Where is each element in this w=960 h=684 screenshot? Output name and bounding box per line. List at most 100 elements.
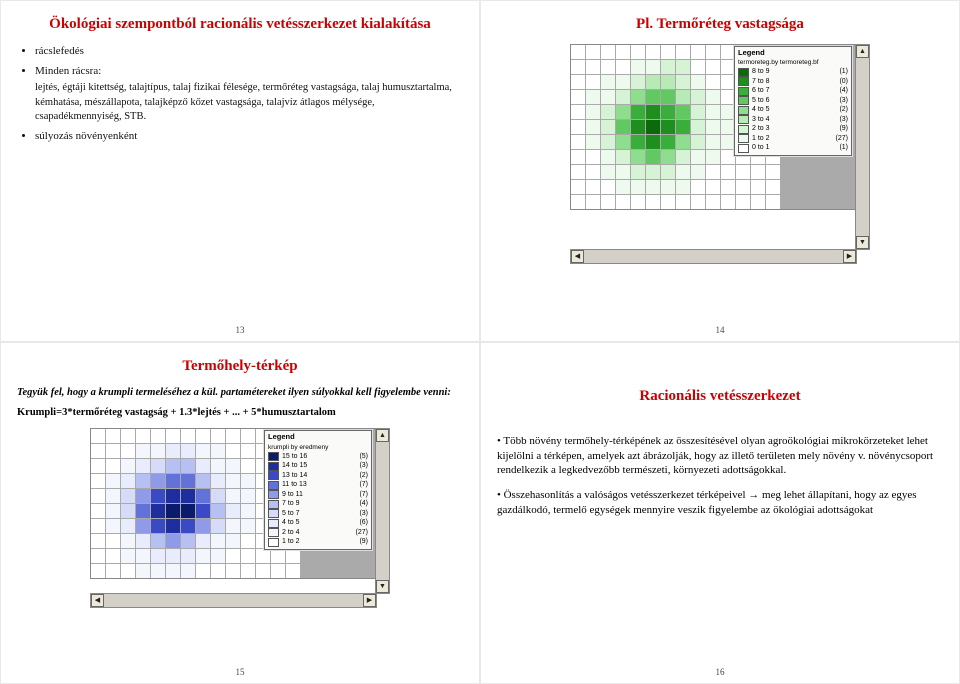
raster-cell	[706, 195, 720, 209]
raster-cell	[121, 519, 135, 533]
raster-cell	[586, 90, 600, 104]
raster-cell	[661, 105, 675, 119]
raster-cell	[601, 150, 615, 164]
raster-cell	[616, 180, 630, 194]
legend-count: (1)	[839, 144, 848, 152]
raster-cell	[151, 519, 165, 533]
raster-cell	[181, 429, 195, 443]
raster-cell	[106, 429, 120, 443]
raster-cell	[721, 105, 735, 119]
scroll-left-icon[interactable]: ◀	[91, 594, 104, 607]
raster-cell	[661, 150, 675, 164]
raster-cell	[211, 474, 225, 488]
raster-cell	[106, 519, 120, 533]
raster-cell	[661, 75, 675, 89]
raster-cell	[166, 474, 180, 488]
legend-count: (2)	[359, 472, 368, 480]
raster-cell	[631, 90, 645, 104]
raster-cell	[136, 564, 150, 578]
raster-cell	[706, 150, 720, 164]
legend-label: 13 to 14	[282, 472, 307, 480]
raster-cell	[601, 165, 615, 179]
legend-label: 7 to 9	[282, 500, 300, 508]
raster-cell	[106, 564, 120, 578]
legend-row: 2 to 4 (27)	[268, 528, 368, 537]
legend-row: 7 to 8(0)	[738, 77, 848, 86]
raster-cell	[166, 564, 180, 578]
raster-cell	[241, 429, 255, 443]
slide15-note: Tegyük fel, hogy a krumpli termeléséhez …	[17, 386, 463, 400]
raster-cell	[136, 429, 150, 443]
slide14-pagenum: 14	[716, 325, 725, 335]
raster-cell	[676, 135, 690, 149]
legend-swatch	[268, 528, 279, 537]
raster-cell	[721, 45, 735, 59]
raster-cell	[241, 504, 255, 518]
raster-cell	[766, 195, 780, 209]
raster-cell	[181, 444, 195, 458]
legend-count: (27)	[356, 529, 368, 537]
raster-cell	[736, 195, 750, 209]
raster-cell	[241, 534, 255, 548]
raster-cell	[226, 534, 240, 548]
raster-cell	[616, 75, 630, 89]
raster-cell	[751, 195, 765, 209]
scrollbar-vertical[interactable]: ▲ ▼	[375, 428, 390, 594]
legend-label: 2 to 4	[282, 529, 300, 537]
raster-cell	[181, 534, 195, 548]
raster-cell	[211, 459, 225, 473]
slide16-title: Racionális vetésszerkezet	[497, 387, 943, 406]
scroll-left-icon[interactable]: ◀	[571, 250, 584, 263]
raster-cell	[211, 534, 225, 548]
raster-cell	[571, 135, 585, 149]
legend-label: 3 to 4	[752, 116, 770, 124]
raster-cell	[91, 444, 105, 458]
scroll-down-icon[interactable]: ▼	[376, 580, 389, 593]
raster-cell	[676, 105, 690, 119]
raster-cell	[646, 195, 660, 209]
legend-row: 5 to 6(3)	[738, 96, 848, 105]
raster-cell	[631, 135, 645, 149]
legend-count: (3)	[359, 510, 368, 518]
raster-cell	[706, 60, 720, 74]
raster-cell	[151, 549, 165, 563]
scroll-up-icon[interactable]: ▲	[856, 45, 869, 58]
raster-cell	[616, 120, 630, 134]
legend-label: 1 to 2	[282, 538, 300, 546]
raster-cell	[721, 150, 735, 164]
scrollbar-horizontal[interactable]: ◀ ▶	[570, 249, 857, 264]
raster-cell	[631, 180, 645, 194]
raster-cell	[286, 549, 300, 563]
raster-cell	[91, 549, 105, 563]
raster-cell	[91, 504, 105, 518]
raster-cell	[676, 90, 690, 104]
raster-cell	[571, 75, 585, 89]
raster-cell	[196, 534, 210, 548]
raster-cell	[646, 165, 660, 179]
scroll-up-icon[interactable]: ▲	[376, 429, 389, 442]
legend-row: 4 to 5(2)	[738, 106, 848, 115]
scrollbar-horizontal[interactable]: ◀ ▶	[90, 593, 377, 608]
legend-row: 1 to 2(9)	[268, 538, 368, 547]
slide13-b1: rácslefedés	[35, 44, 463, 59]
raster-cell	[721, 195, 735, 209]
raster-cell	[646, 45, 660, 59]
raster-cell	[271, 564, 285, 578]
raster-cell	[196, 444, 210, 458]
legend-label: 5 to 7	[282, 510, 300, 518]
raster-cell	[571, 105, 585, 119]
raster-cell	[166, 429, 180, 443]
slide15-legend: Legend krumpli by eredmeny 15 to 16(5)14…	[264, 430, 372, 550]
scroll-right-icon[interactable]: ▶	[363, 594, 376, 607]
scroll-down-icon[interactable]: ▼	[856, 236, 869, 249]
legend-count: (3)	[359, 462, 368, 470]
raster-cell	[241, 564, 255, 578]
raster-cell	[271, 549, 285, 563]
scrollbar-vertical[interactable]: ▲ ▼	[855, 44, 870, 250]
slide14-legend-subtitle: termoreteg.by termoreteg.bf	[738, 59, 848, 66]
raster-cell	[706, 180, 720, 194]
raster-cell	[136, 474, 150, 488]
scroll-right-icon[interactable]: ▶	[843, 250, 856, 263]
raster-cell	[121, 504, 135, 518]
raster-cell	[136, 459, 150, 473]
